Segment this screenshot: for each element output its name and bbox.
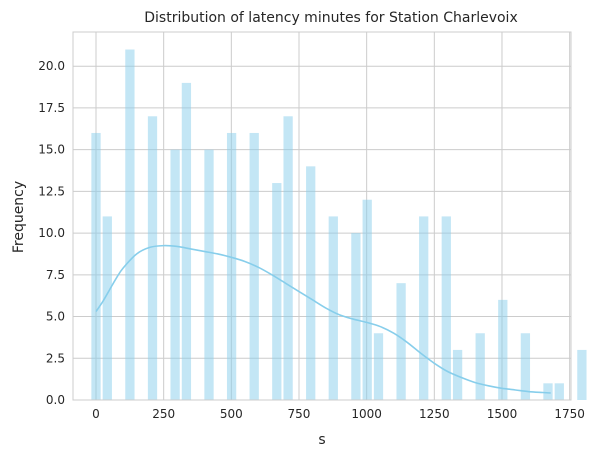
x-tick-label: 1250 xyxy=(419,407,450,421)
x-tick-label: 750 xyxy=(288,407,311,421)
histogram-bar xyxy=(306,166,316,400)
histogram-bar xyxy=(351,233,361,400)
y-tick-label: 12.5 xyxy=(38,184,65,198)
kde-curve xyxy=(95,244,551,394)
histogram-bar xyxy=(328,216,338,400)
histogram-bar xyxy=(373,333,384,400)
y-tick-label: 17.5 xyxy=(38,101,65,115)
histogram-bar xyxy=(272,183,282,400)
x-axis-label: s xyxy=(318,432,325,448)
histogram-bar xyxy=(147,116,158,400)
x-tick-label: 500 xyxy=(220,407,243,421)
histogram-bar xyxy=(543,383,553,400)
y-tick-label: 20.0 xyxy=(38,59,65,73)
tick-labels: 0 250 500 750 1000 1250 1500 1750 0.0 2.5 5.0 7.5 10… xyxy=(38,59,585,421)
x-tick-label: 0 xyxy=(92,407,100,421)
histogram-bar xyxy=(283,116,293,400)
y-tick-label: 0.0 xyxy=(46,393,65,407)
x-tick-label: 1500 xyxy=(487,407,518,421)
histogram-bar xyxy=(362,199,372,400)
y-axis-label: Frequency xyxy=(11,181,27,253)
histogram-bar xyxy=(498,299,508,400)
y-tick-label: 7.5 xyxy=(46,268,65,282)
histogram-bar xyxy=(419,216,429,400)
histogram-bars xyxy=(91,49,587,401)
histogram-bar xyxy=(181,82,192,400)
histogram-bar xyxy=(441,216,451,400)
histogram-bar xyxy=(452,349,463,400)
histogram-bar xyxy=(125,49,135,401)
y-tick-label: 5.0 xyxy=(46,310,65,324)
x-tick-label: 1000 xyxy=(351,407,382,421)
chart-title: Distribution of latency minutes for Stat… xyxy=(144,10,518,26)
histogram-bar xyxy=(577,349,587,400)
histogram-bar xyxy=(396,283,406,400)
histogram-bar xyxy=(249,132,259,400)
y-tick-label: 10.0 xyxy=(38,226,65,240)
x-tick-label: 250 xyxy=(152,407,175,421)
y-tick-label: 2.5 xyxy=(46,351,65,365)
histogram-bar xyxy=(91,132,101,400)
histogram-bar xyxy=(204,149,214,400)
grid-lines xyxy=(73,32,571,401)
plot-frame xyxy=(72,31,572,401)
histogram-bar xyxy=(475,333,485,400)
histogram-bar xyxy=(102,216,112,400)
histogram-bar xyxy=(226,132,237,400)
histogram-bar xyxy=(520,333,531,400)
histogram-bar xyxy=(554,383,564,400)
kde-curve-group xyxy=(95,244,551,394)
histogram-bar xyxy=(170,149,180,400)
x-tick-label: 1750 xyxy=(554,407,585,421)
y-tick-label: 15.0 xyxy=(38,143,65,157)
